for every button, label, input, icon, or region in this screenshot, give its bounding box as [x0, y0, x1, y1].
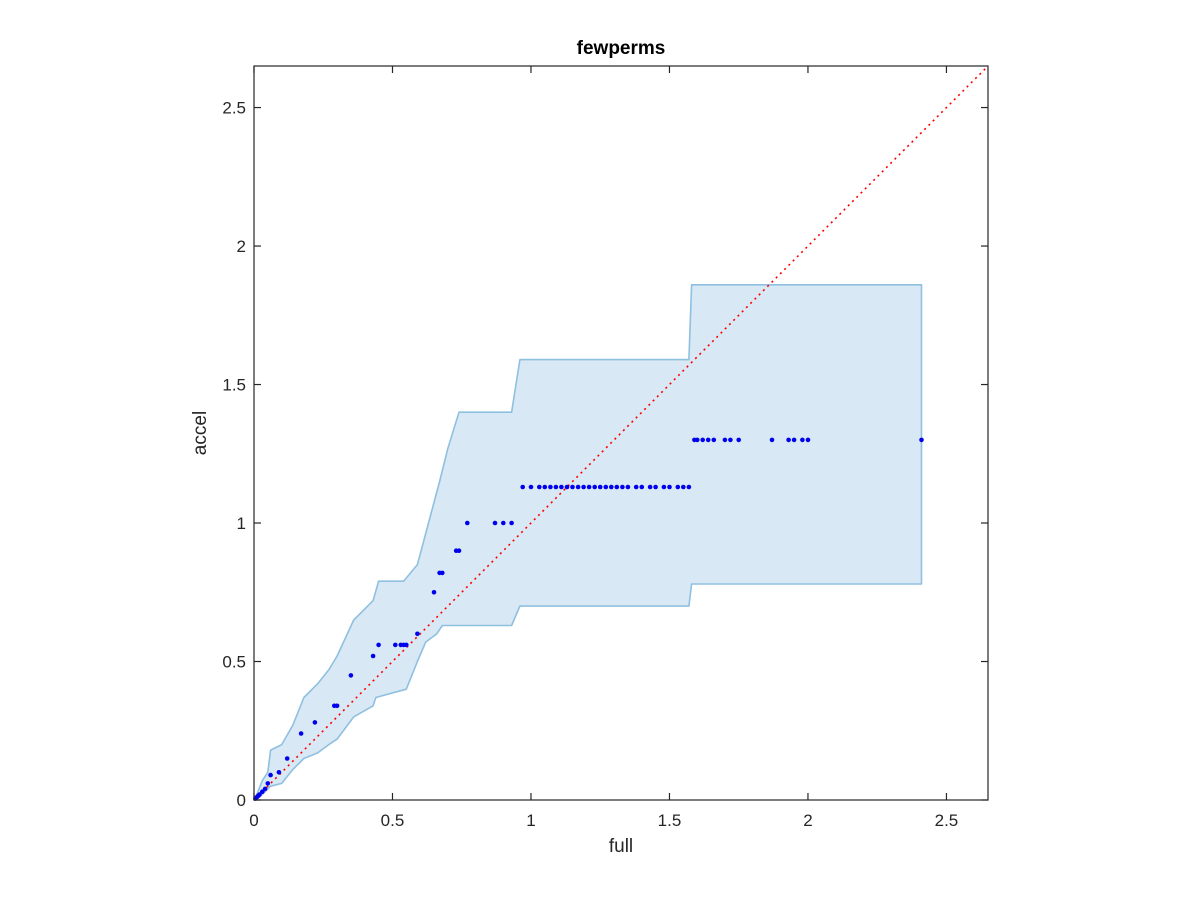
data-point-16: [376, 642, 381, 648]
x-tick-label-5: 2.5: [935, 811, 959, 830]
data-point-66: [736, 437, 741, 443]
y-tick-label-1: 0.5: [222, 653, 246, 672]
data-point-63: [711, 437, 717, 443]
data-point-6: [265, 781, 271, 786]
data-point-22: [431, 590, 437, 595]
data-point-7: [268, 772, 273, 778]
x-tick-label-0: 0: [249, 811, 258, 830]
data-point-58: [686, 484, 692, 490]
axes-box: [253, 65, 989, 801]
data-point-5: [262, 786, 268, 792]
data-point-72: [919, 437, 924, 443]
data-point-62: [705, 437, 711, 443]
plot-area: [253, 65, 989, 801]
y-tick-label-5: 2.5: [222, 99, 246, 118]
data-point-64: [722, 437, 728, 443]
data-point-38: [564, 484, 570, 490]
x-axis-label: full: [609, 836, 633, 857]
data-point-3: [257, 792, 262, 797]
confidence-band: [253, 284, 923, 801]
data-point-48: [620, 484, 625, 490]
data-point-46: [609, 484, 614, 490]
x-tick-label-3: 1.5: [658, 811, 682, 830]
data-point-49: [625, 484, 631, 490]
data-point-11: [312, 720, 318, 725]
data-point-47: [614, 484, 620, 490]
y-tick-label-3: 1.5: [222, 376, 246, 395]
data-point-21: [415, 631, 420, 637]
reference-line-y-equals-x: [253, 65, 989, 801]
data-point-28: [492, 520, 498, 526]
data-point-54: [661, 484, 667, 490]
data-point-37: [559, 484, 564, 490]
data-point-45: [603, 484, 609, 490]
x-tick-label-2: 1: [526, 811, 535, 830]
data-point-42: [586, 484, 592, 490]
data-point-57: [681, 484, 686, 490]
data-point-60: [694, 437, 700, 443]
data-point-50: [633, 484, 639, 490]
data-point-36: [553, 484, 559, 490]
chart-title: fewperms: [577, 38, 666, 59]
data-point-52: [647, 484, 653, 490]
data-point-56: [675, 484, 681, 490]
data-point-53: [653, 484, 658, 490]
data-point-55: [667, 484, 672, 490]
data-point-32: [528, 484, 534, 490]
x-tick-label-1: 0.5: [381, 811, 405, 830]
data-point-13: [334, 703, 340, 709]
data-point-15: [370, 653, 376, 659]
y-axis-label: accel: [190, 411, 211, 455]
data-point-10: [298, 731, 304, 736]
data-point-69: [791, 437, 797, 443]
data-point-34: [542, 484, 548, 490]
data-point-31: [520, 484, 525, 490]
data-point-27: [465, 520, 470, 526]
data-points: [253, 437, 924, 801]
data-point-65: [728, 437, 733, 443]
data-point-4: [260, 789, 265, 794]
y-tick-label-4: 2: [237, 237, 246, 256]
data-point-17: [393, 642, 398, 648]
data-point-61: [700, 437, 705, 443]
data-point-67: [769, 437, 775, 443]
data-point-40: [575, 484, 581, 490]
y-tick-label-0: 0: [237, 791, 246, 810]
data-point-44: [597, 484, 603, 490]
data-point-68: [786, 437, 791, 443]
data-point-14: [348, 673, 354, 678]
data-point-39: [570, 484, 575, 490]
data-point-71: [805, 437, 811, 443]
y-tick-label-2: 1: [237, 514, 246, 533]
data-point-26: [456, 548, 462, 553]
data-point-20: [404, 642, 409, 648]
data-point-29: [501, 520, 506, 526]
data-point-35: [548, 484, 553, 490]
data-point-33: [537, 484, 542, 490]
data-point-24: [440, 570, 445, 576]
x-tick-label-4: 2: [803, 811, 812, 830]
data-point-43: [592, 484, 597, 490]
data-point-9: [284, 756, 290, 761]
data-point-30: [509, 520, 514, 526]
data-point-51: [639, 484, 645, 490]
axis-ticks: 0 0.5 1 1.5 2 2.5 0 0.5 1 1.5 2 2.5: [222, 66, 988, 830]
data-point-70: [800, 437, 805, 443]
data-point-41: [581, 484, 586, 490]
data-point-8: [276, 770, 282, 775]
